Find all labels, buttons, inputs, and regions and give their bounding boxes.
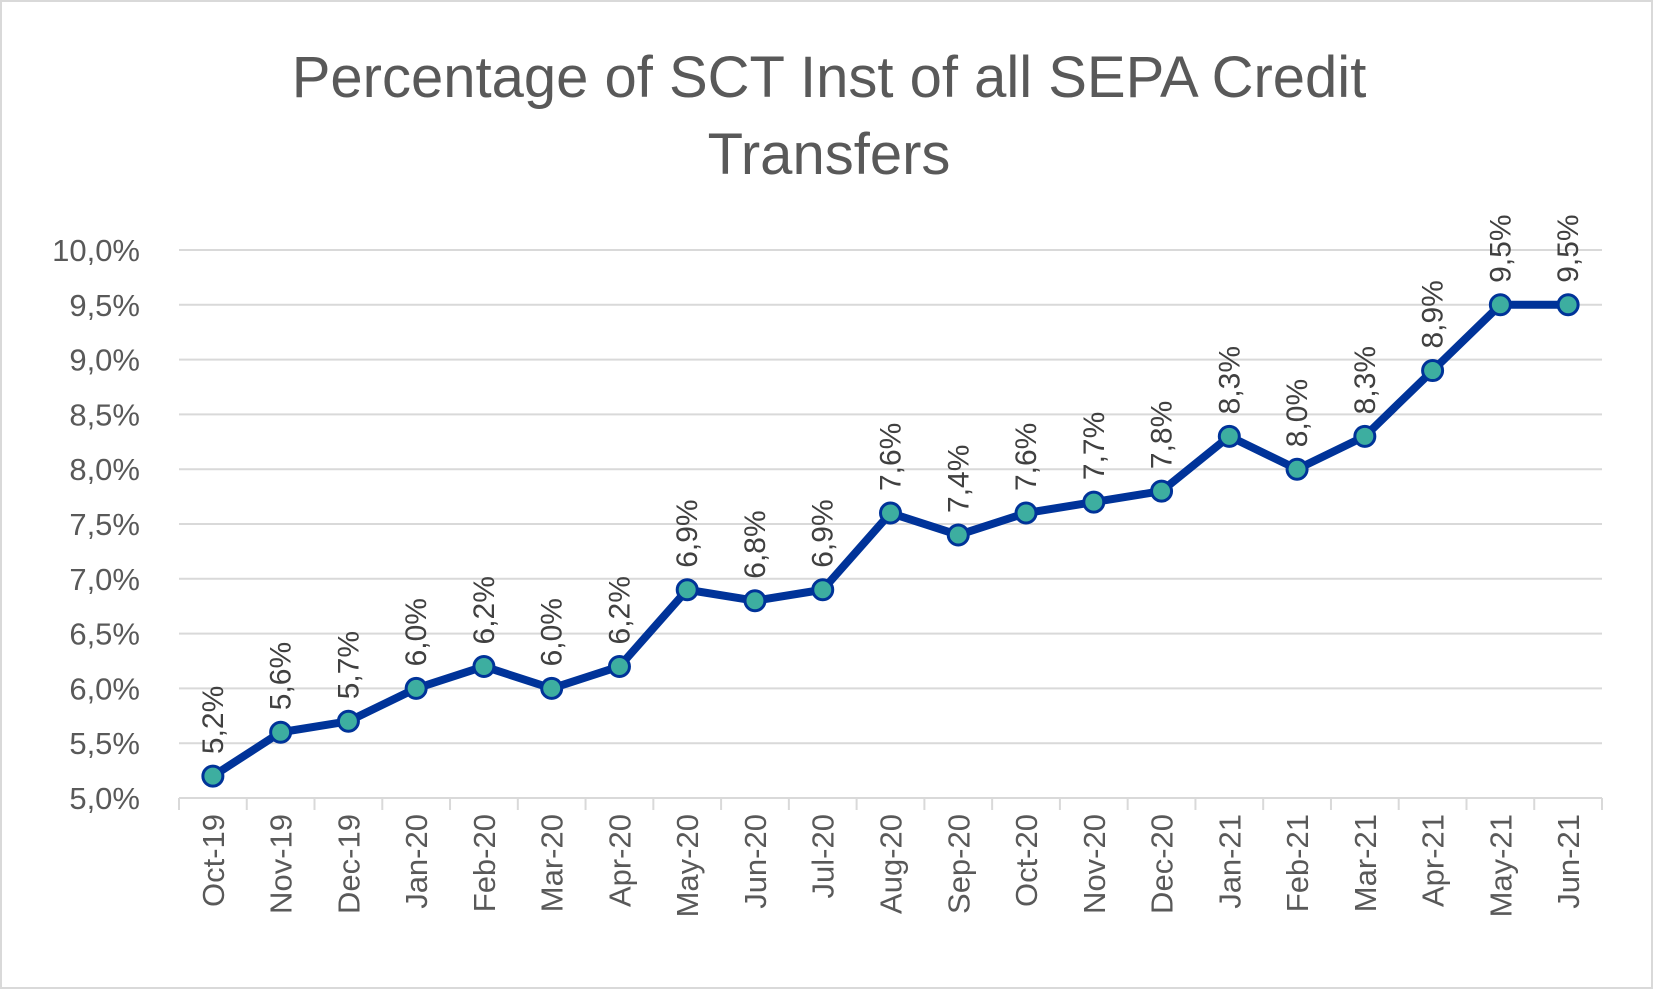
x-tick-label: Apr-20 [602,814,637,907]
x-tick-label: Mar-20 [535,814,570,912]
data-point [811,578,835,602]
data-label: 7,7% [1078,412,1111,480]
data-point [540,676,564,700]
x-tick-label: Mar-21 [1348,814,1383,912]
data-point [269,720,293,744]
data-label: 7,6% [875,423,908,491]
x-tick-label: Sep-20 [941,814,976,914]
data-point [607,654,631,678]
data-point [336,709,360,733]
x-tick-label: May-21 [1483,814,1518,917]
data-label: 6,9% [671,499,704,567]
data-label: 9,5% [1552,214,1585,282]
x-tick-label: Dec-20 [1145,814,1180,914]
data-label: 6,0% [536,598,569,666]
data-label: 5,7% [332,631,365,699]
y-tick-label: 6,5% [69,617,140,652]
y-tick-label: 6,0% [69,671,140,706]
data-point [946,523,970,547]
data-point [1082,490,1106,514]
data-label: 8,9% [1417,280,1450,348]
x-tick-label: Oct-19 [196,814,231,907]
data-label: 6,2% [468,576,501,644]
x-tick-label: Nov-20 [1077,814,1112,914]
data-point [1353,424,1377,448]
chart-title-line-2: Transfers [708,122,951,187]
x-tick-label: Jun-21 [1551,814,1586,909]
y-tick-label: 8,5% [69,397,140,432]
data-label: 5,6% [265,642,298,710]
data-point [404,676,428,700]
x-tick-label: Feb-20 [467,814,502,912]
x-tick-label: May-20 [670,814,705,917]
data-point [472,654,496,678]
x-tick-label: Feb-21 [1280,814,1315,912]
y-tick-label: 7,0% [69,562,140,597]
x-tick-label: Apr-21 [1416,814,1451,907]
data-point [201,764,225,788]
y-tick-label: 8,0% [69,452,140,487]
x-tick-label: Dec-19 [331,814,366,914]
data-label: 7,8% [1146,401,1179,469]
data-point [1556,293,1580,317]
data-point [879,501,902,525]
data-label: 6,8% [739,510,772,578]
data-label: 8,0% [1281,379,1314,447]
data-label: 7,6% [1010,423,1043,491]
data-point [743,589,767,613]
x-tick-label: Jan-21 [1212,814,1247,909]
x-tick-label: Jan-20 [399,814,434,909]
y-tick-label: 9,0% [69,343,140,378]
x-tick-label: Jun-20 [738,814,773,909]
y-tick-label: 10,0% [52,233,140,268]
y-tick-label: 9,5% [69,288,140,323]
x-tick-label: Aug-20 [874,814,909,914]
data-point [1150,479,1174,503]
y-tick-label: 5,0% [69,781,140,816]
data-label: 7,4% [942,445,975,513]
x-tick-label: Oct-20 [1009,814,1044,907]
y-tick-label: 5,5% [69,726,140,761]
data-label: 9,5% [1484,214,1517,282]
chart-title-line-1: Percentage of SCT Inst of all SEPA Credi… [292,45,1367,110]
data-point [675,578,699,602]
x-tick-label: Jul-20 [806,814,841,898]
data-label: 8,3% [1349,346,1382,414]
y-tick-label: 7,5% [69,507,140,542]
data-point [1421,359,1445,383]
data-point [1217,424,1241,448]
data-label: 8,3% [1213,346,1246,414]
data-point [1285,457,1309,481]
data-label: 6,2% [603,576,636,644]
data-label: 5,2% [197,686,230,754]
data-label: 6,0% [400,598,433,666]
data-label: 6,9% [807,499,840,567]
x-tick-label: Nov-19 [264,814,299,914]
data-point [1488,293,1512,317]
data-point [1014,501,1038,525]
